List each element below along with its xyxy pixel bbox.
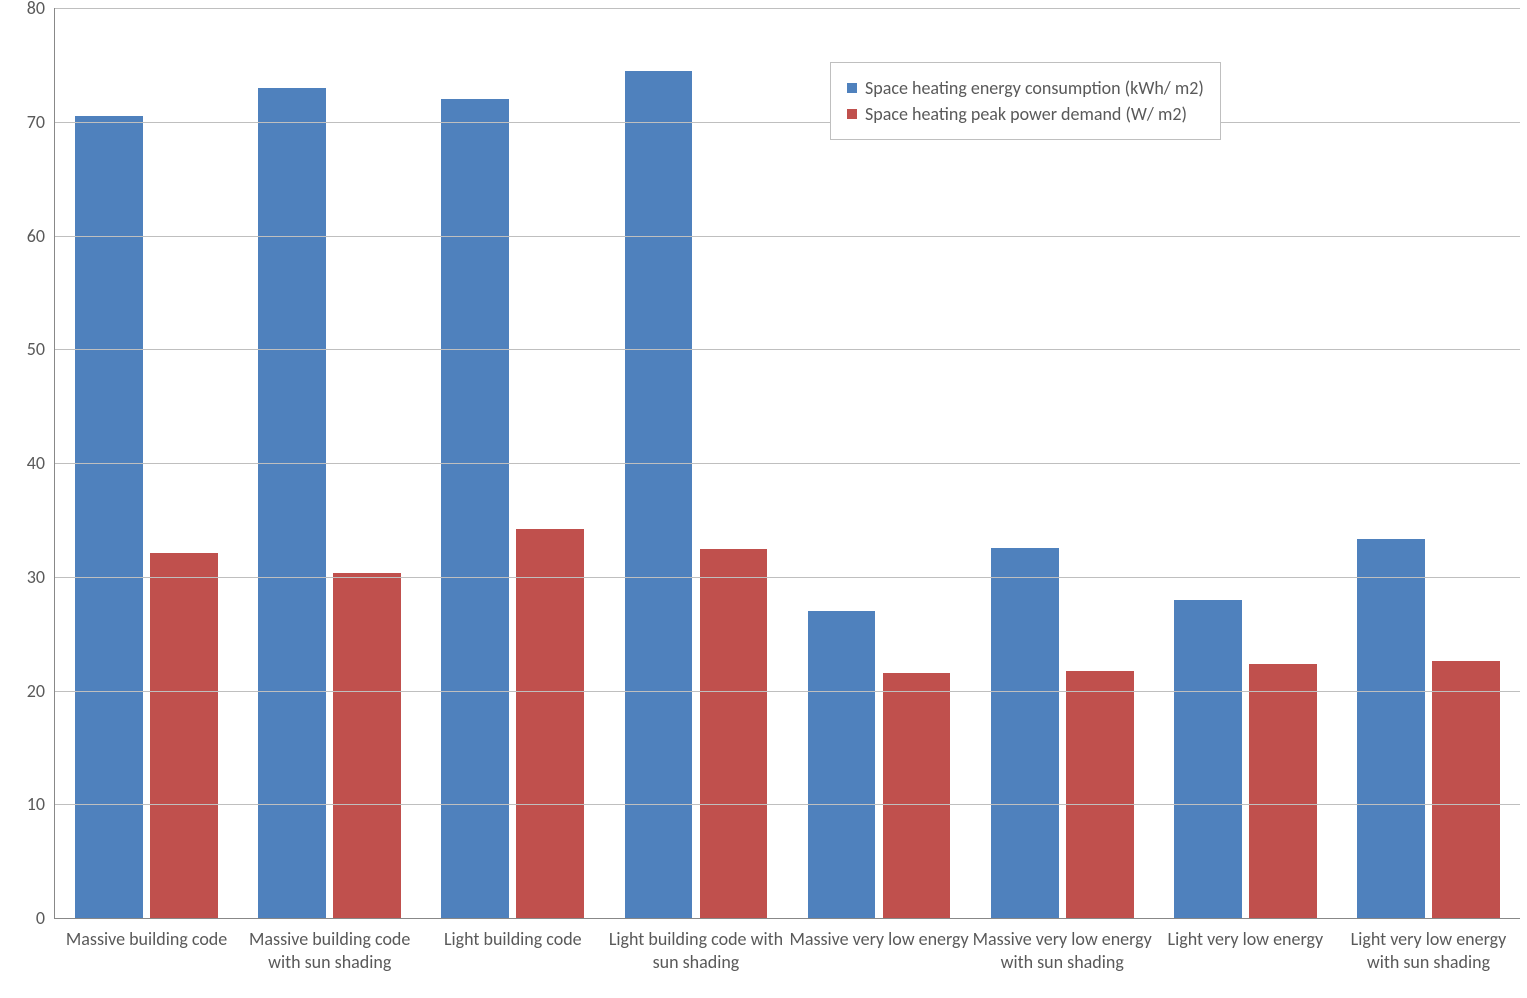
gridline bbox=[55, 8, 1520, 9]
bar bbox=[258, 88, 326, 918]
legend-item: Space heating energy consumption (kWh/ m… bbox=[847, 77, 1204, 99]
bar bbox=[991, 548, 1059, 918]
gridline bbox=[55, 349, 1520, 350]
gridline bbox=[55, 804, 1520, 805]
legend-label: Space heating energy consumption (kWh/ m… bbox=[865, 77, 1204, 99]
legend-label: Space heating peak power demand (W/ m2) bbox=[865, 103, 1187, 125]
ytick-label: 30 bbox=[27, 566, 55, 588]
ytick-label: 10 bbox=[27, 793, 55, 815]
legend: Space heating energy consumption (kWh/ m… bbox=[830, 62, 1221, 140]
ytick-label: 80 bbox=[27, 0, 55, 19]
bar bbox=[150, 553, 218, 918]
gridline bbox=[55, 122, 1520, 123]
bar bbox=[1432, 661, 1500, 918]
bar bbox=[1066, 671, 1134, 918]
ytick-label: 40 bbox=[27, 452, 55, 474]
bar bbox=[625, 71, 693, 918]
ytick-label: 70 bbox=[27, 111, 55, 133]
bar bbox=[1357, 539, 1425, 918]
ytick-label: 0 bbox=[36, 907, 55, 929]
bar bbox=[700, 549, 768, 918]
xtick-label: Massive very low energy with sun shading bbox=[971, 918, 1154, 973]
legend-swatch bbox=[847, 109, 857, 119]
bar bbox=[808, 611, 876, 918]
xtick-label: Massive building code with sun shading bbox=[238, 918, 421, 973]
gridline bbox=[55, 691, 1520, 692]
plot-area: Massive building codeMassive building co… bbox=[54, 8, 1520, 919]
bar bbox=[333, 573, 401, 918]
legend-item: Space heating peak power demand (W/ m2) bbox=[847, 103, 1204, 125]
bar bbox=[883, 673, 951, 918]
xtick-label: Light building code with sun shading bbox=[604, 918, 787, 973]
bar bbox=[1174, 600, 1242, 919]
gridline bbox=[55, 577, 1520, 578]
gridline bbox=[55, 236, 1520, 237]
gridline bbox=[55, 463, 1520, 464]
ytick-label: 20 bbox=[27, 680, 55, 702]
ytick-label: 60 bbox=[27, 225, 55, 247]
xtick-label: Massive very low energy bbox=[788, 918, 971, 951]
bar bbox=[441, 99, 509, 918]
ytick-label: 50 bbox=[27, 338, 55, 360]
xtick-label: Massive building code bbox=[55, 918, 238, 951]
xtick-label: Light very low energy bbox=[1154, 918, 1337, 951]
bar bbox=[1249, 664, 1317, 918]
chart-container: Massive building codeMassive building co… bbox=[0, 0, 1527, 998]
legend-swatch bbox=[847, 83, 857, 93]
bar bbox=[516, 529, 584, 918]
xtick-label: Light very low energy with sun shading bbox=[1337, 918, 1520, 973]
xtick-label: Light building code bbox=[421, 918, 604, 951]
